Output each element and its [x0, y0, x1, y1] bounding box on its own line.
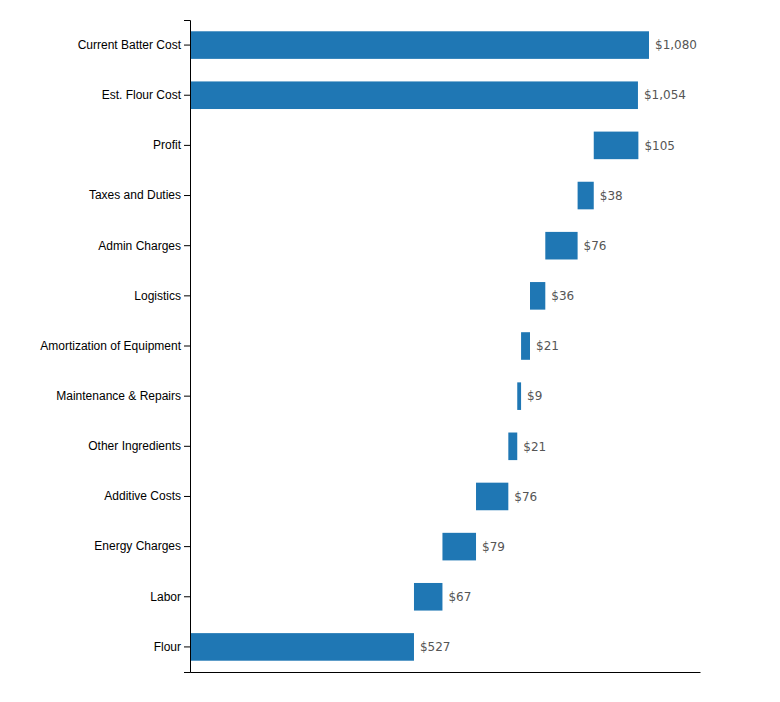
y-axis-line [184, 21, 191, 673]
y-tick-label: Amortization of Equipment [40, 339, 181, 353]
y-tick: Amortization of Equipment [40, 339, 190, 353]
y-tick-label: Maintenance & Repairs [56, 389, 181, 403]
bar [517, 382, 521, 410]
y-tick-label: Other Ingredients [88, 439, 181, 453]
bar [521, 332, 530, 360]
plot: Current Batter Cost Est. Flour Cost Profit… [40, 21, 700, 673]
y-tick-label: Est. Flour Cost [102, 88, 182, 102]
bar [578, 182, 594, 210]
data-label: $38 [600, 189, 623, 203]
y-tick-label: Current Batter Cost [78, 38, 182, 52]
x-axis-line [191, 672, 701, 673]
y-tick-label: Energy Charges [94, 539, 181, 553]
y-tick: Admin Charges [98, 239, 190, 253]
y-tick-mark [184, 346, 190, 347]
y-tick-mark [184, 396, 190, 397]
y-tick-mark [184, 45, 190, 46]
x-axis [191, 672, 701, 673]
y-tick: Current Batter Cost [78, 38, 190, 52]
data-label: $76 [584, 239, 607, 253]
y-tick: Other Ingredients [88, 439, 190, 453]
chart: Current Batter Cost Est. Flour Cost Profit… [0, 0, 780, 702]
y-tick: Flour [154, 640, 190, 654]
y-tick-label: Admin Charges [98, 239, 181, 253]
y-tick-label: Logistics [134, 289, 181, 303]
y-axis: Current Batter Cost Est. Flour Cost Profit… [40, 21, 190, 673]
bar [545, 232, 577, 260]
y-tick-label: Labor [150, 590, 181, 604]
y-tick: Labor [150, 590, 190, 604]
y-tick-mark [184, 245, 190, 246]
data-label: $67 [448, 590, 471, 604]
y-tick: Additive Costs [104, 489, 190, 503]
bar [508, 433, 517, 461]
bar [190, 81, 638, 109]
y-tick-label: Profit [153, 138, 182, 152]
data-label: $9 [527, 389, 542, 403]
y-tick: Est. Flour Cost [102, 88, 190, 102]
bar [442, 533, 476, 561]
y-tick-mark [184, 496, 190, 497]
y-tick-mark [184, 546, 190, 547]
data-label: $1,054 [644, 88, 686, 102]
data-label: $1,080 [655, 38, 697, 52]
y-tick-label: Taxes and Duties [89, 188, 181, 202]
y-tick-mark [184, 295, 190, 296]
y-tick-mark [184, 145, 190, 146]
y-tick-mark [184, 646, 190, 647]
bars [190, 31, 649, 660]
y-tick-label: Additive Costs [104, 489, 181, 503]
y-tick-mark [184, 446, 190, 447]
bar [414, 583, 442, 611]
y-tick-mark [184, 95, 190, 96]
y-tick: Taxes and Duties [89, 188, 190, 202]
data-labels: $1,080 $1,054 $105 $38 $76 $36 $21 $9 $21 $76 $79 $… [420, 38, 697, 654]
bar [476, 483, 508, 511]
bar [594, 132, 639, 160]
y-tick: Maintenance & Repairs [56, 389, 190, 403]
y-tick-mark [184, 596, 190, 597]
y-tick: Energy Charges [94, 539, 190, 553]
y-tick: Profit [153, 138, 190, 152]
data-label: $76 [514, 490, 537, 504]
y-tick-mark [184, 195, 190, 196]
data-label: $36 [551, 289, 574, 303]
data-label: $79 [482, 540, 505, 554]
data-label: $527 [420, 640, 451, 654]
data-label: $21 [523, 440, 546, 454]
y-tick: Logistics [134, 289, 190, 303]
data-label: $21 [536, 339, 559, 353]
y-tick-label: Flour [154, 640, 181, 654]
bar [530, 282, 545, 310]
data-label: $105 [644, 139, 675, 153]
bar [190, 633, 414, 661]
bar [190, 31, 649, 59]
